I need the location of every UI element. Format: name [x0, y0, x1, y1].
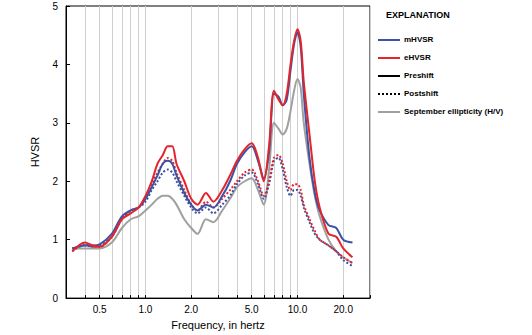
svg-text:1.0: 1.0 — [139, 304, 153, 315]
svg-text:10.0: 10.0 — [288, 304, 308, 315]
svg-text:mHVSR: mHVSR — [404, 35, 434, 44]
svg-text:EXPLANATION: EXPLANATION — [386, 10, 450, 20]
svg-text:20.0: 20.0 — [333, 304, 353, 315]
svg-text:HVSR: HVSR — [29, 137, 41, 168]
svg-text:1: 1 — [52, 234, 58, 245]
svg-text:3: 3 — [52, 117, 58, 128]
svg-text:4: 4 — [52, 59, 58, 70]
svg-text:eHVSR: eHVSR — [404, 53, 431, 62]
svg-text:5: 5 — [52, 1, 58, 12]
svg-text:Frequency, in hertz: Frequency, in hertz — [171, 319, 264, 331]
svg-text:5.0: 5.0 — [245, 304, 259, 315]
svg-text:September ellipticity (H/V): September ellipticity (H/V) — [404, 107, 503, 116]
svg-text:2.0: 2.0 — [184, 304, 198, 315]
svg-text:0.5: 0.5 — [93, 304, 107, 315]
svg-text:Postshift: Postshift — [404, 89, 439, 98]
svg-text:Preshift: Preshift — [404, 71, 434, 80]
svg-text:2: 2 — [52, 176, 58, 187]
svg-text:0: 0 — [52, 293, 58, 304]
